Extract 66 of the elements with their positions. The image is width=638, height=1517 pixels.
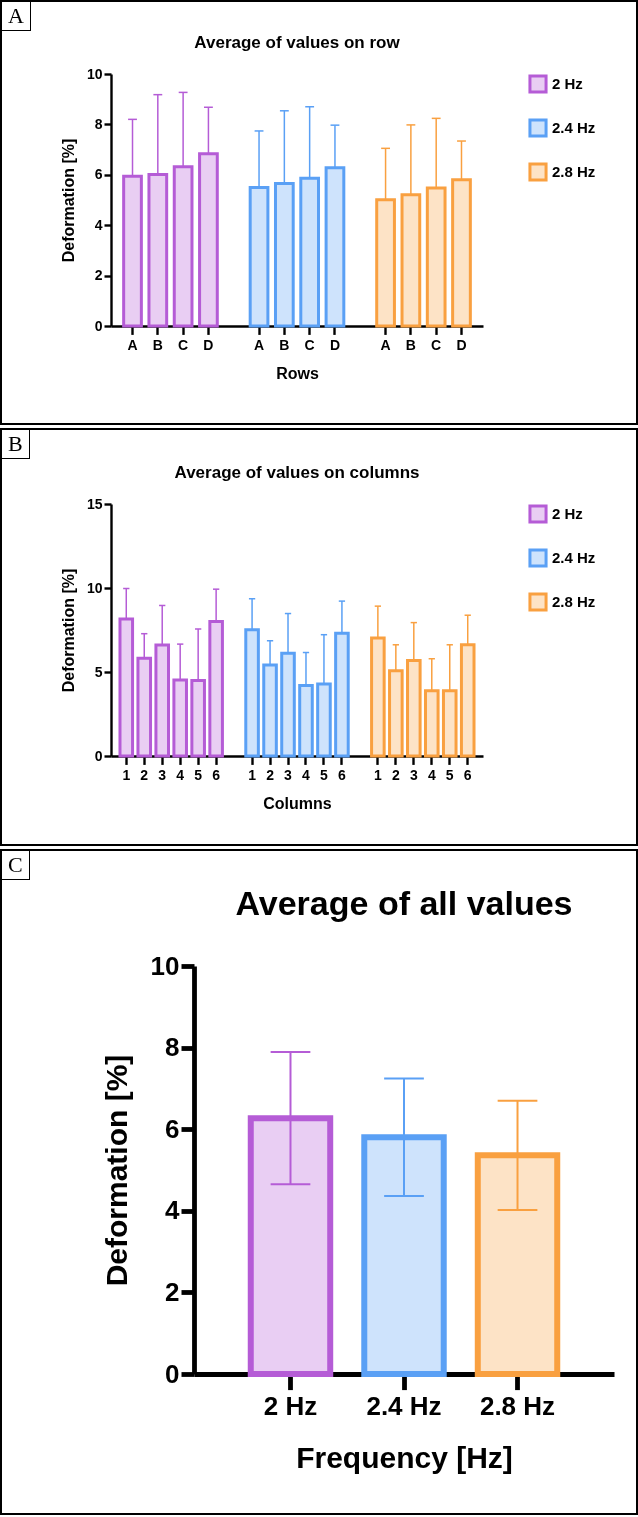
x-tick-label: B	[405, 336, 416, 353]
legend-label: 2.8 Hz	[552, 162, 596, 180]
x-tick-label: A	[380, 336, 391, 353]
x-tick-label: 4	[427, 766, 436, 783]
y-tick-label: 4	[165, 1195, 181, 1226]
legend-label: 2.8 Hz	[552, 592, 596, 610]
y-axis-title: Deformation [%]	[60, 568, 78, 692]
y-tick-label: 0	[94, 317, 103, 334]
x-tick-label: C	[431, 336, 442, 353]
x-tick-label: 2	[266, 766, 275, 783]
x-tick-label: A	[253, 336, 265, 353]
text: C	[2, 851, 30, 880]
chart-title: Average of values on columns	[174, 462, 420, 482]
y-tick-label: 15	[86, 495, 103, 512]
x-tick-label: D	[456, 336, 467, 353]
text: A	[2, 2, 31, 31]
x-tick-label: 3	[284, 766, 293, 783]
x-tick-label: C	[304, 336, 315, 353]
x-tick-label: 2 Hz	[263, 1391, 318, 1422]
chart-title: Average of values on row	[194, 32, 401, 52]
x-tick-label: D	[203, 336, 214, 353]
y-tick-label: 2	[94, 266, 103, 283]
x-axis-title: Rows	[276, 364, 319, 382]
x-tick-label: 5	[194, 766, 203, 783]
x-tick-label: 1	[373, 766, 382, 783]
y-axis-title: Deformation [%]	[99, 1054, 133, 1287]
x-tick-label: 6	[212, 766, 221, 783]
chart-title: Average of all values	[235, 884, 573, 923]
text: B	[2, 430, 30, 459]
y-tick-label: 0	[165, 1358, 180, 1389]
x-tick-label: 2.4 Hz	[366, 1391, 442, 1422]
y-tick-label: 8	[165, 1032, 180, 1063]
y-axis-title: Deformation [%]	[60, 138, 78, 262]
x-tick-label: 5	[320, 766, 329, 783]
y-tick-label: 10	[150, 950, 180, 981]
y-tick-label: 6	[94, 165, 103, 182]
x-tick-label: B	[152, 336, 163, 353]
x-tick-label: C	[178, 336, 189, 353]
y-tick-label: 5	[94, 663, 103, 680]
x-tick-label: 2	[140, 766, 149, 783]
legend-label: 2.4 Hz	[552, 548, 596, 566]
x-tick-label: 6	[463, 766, 472, 783]
y-tick-label: 10	[86, 579, 103, 596]
x-tick-label: A	[127, 336, 138, 353]
legend-label: 2 Hz	[552, 504, 583, 522]
y-tick-label: 4	[94, 216, 103, 233]
x-axis-title: Frequency [Hz]	[296, 1441, 513, 1475]
x-axis-title: Columns	[263, 794, 332, 812]
x-tick-label: 2	[391, 766, 400, 783]
y-tick-label: 10	[86, 65, 103, 82]
x-tick-label: B	[279, 336, 290, 353]
y-tick-label: 6	[165, 1113, 180, 1144]
x-tick-label: 4	[302, 766, 311, 783]
x-tick-label: 5	[445, 766, 454, 783]
x-tick-label: D	[329, 336, 341, 353]
x-tick-label: 6	[338, 766, 347, 783]
x-tick-label: 1	[122, 766, 131, 783]
x-tick-label: 3	[158, 766, 167, 783]
y-tick-label: 0	[94, 747, 103, 764]
legend-label: 2 Hz	[552, 74, 583, 92]
x-tick-label: 1	[248, 766, 257, 783]
x-tick-label: 2.8 Hz	[479, 1391, 556, 1422]
y-tick-label: 8	[94, 115, 103, 132]
y-tick-label: 2	[165, 1277, 180, 1308]
legend-label: 2.4 Hz	[552, 118, 596, 136]
x-tick-label: 3	[409, 766, 418, 783]
